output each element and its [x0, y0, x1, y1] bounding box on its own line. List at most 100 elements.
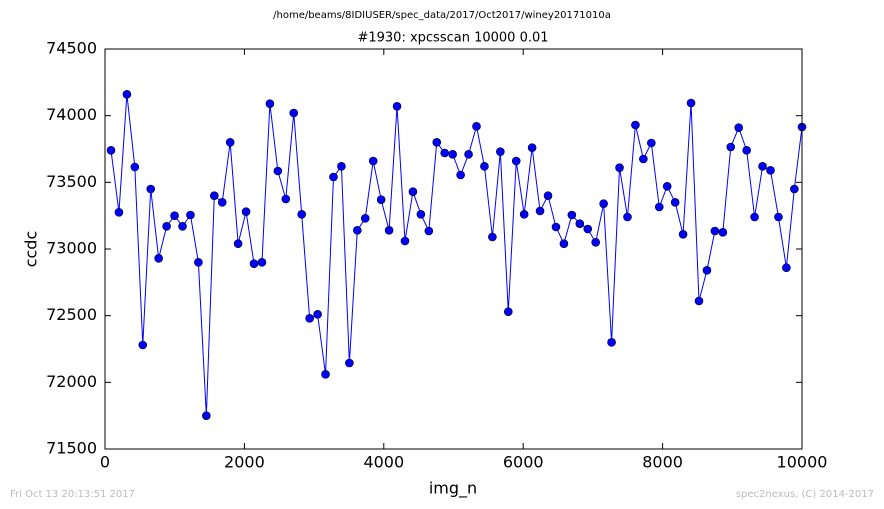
data-point [464, 150, 473, 159]
data-point [146, 184, 156, 194]
data-point [138, 340, 148, 350]
data-point [734, 123, 744, 132]
data-point [225, 138, 235, 147]
data-point [186, 210, 195, 220]
data-point [480, 162, 489, 171]
data-point [313, 310, 322, 319]
data-point [360, 214, 370, 223]
data-point [710, 226, 720, 236]
data-point [194, 258, 203, 267]
data-point [543, 191, 553, 200]
data-point [583, 224, 593, 234]
x-tick-label: 6000 [503, 453, 544, 472]
x-axis-label: img_n [429, 479, 477, 499]
chart-title: #1930: xpcsscan 10000 0.01 [357, 31, 548, 46]
data-point [321, 370, 330, 379]
data-point [289, 108, 299, 118]
data-point [607, 338, 616, 347]
data-point [686, 98, 696, 108]
data-point [631, 120, 640, 130]
data-point [694, 296, 704, 306]
x-tick-label: 4000 [363, 453, 404, 472]
data-point [376, 195, 386, 204]
data-point [456, 170, 465, 180]
data-point [591, 238, 600, 247]
data-point [122, 90, 132, 99]
data-point [416, 210, 426, 219]
data-point [774, 212, 783, 222]
data-point [297, 210, 306, 219]
data-point [519, 210, 529, 219]
data-point [424, 226, 434, 236]
data-point [575, 219, 585, 228]
data-point [678, 230, 688, 239]
y-tick-label: 71500 [46, 439, 97, 458]
data-point [440, 148, 450, 158]
data-point [662, 182, 672, 191]
footer-left: Fri Oct 13 20:13:51 2017 [10, 489, 135, 500]
data-point [384, 226, 394, 235]
data-point [265, 99, 275, 108]
y-tick-label: 72000 [46, 372, 97, 391]
data-point [496, 147, 505, 156]
data-point [273, 166, 283, 176]
data-point [392, 102, 402, 111]
data-point [178, 222, 187, 231]
data-point [726, 142, 736, 152]
y-tick-label: 73500 [46, 172, 97, 191]
footer-right: spec2nexus, (C) 2014-2017 [736, 489, 874, 500]
x-tick-label: 2000 [224, 453, 265, 472]
data-point [758, 162, 767, 171]
data-point [329, 172, 338, 182]
data-point [488, 232, 497, 242]
data-point [527, 143, 537, 152]
data-point [654, 202, 664, 212]
data-point [503, 307, 513, 316]
data-point [249, 259, 259, 268]
y-tick-label: 73000 [46, 239, 97, 258]
data-point [202, 411, 211, 420]
data-point [551, 222, 561, 232]
data-point [472, 122, 481, 131]
data-line [110, 94, 803, 416]
data-point [599, 199, 608, 208]
data-point [209, 191, 219, 200]
data-point [702, 266, 712, 275]
data-point [154, 254, 163, 263]
data-point [718, 228, 728, 237]
y-tick-label: 74000 [46, 105, 97, 124]
y-tick-label: 74500 [46, 39, 97, 58]
data-point [670, 198, 680, 207]
data-point [233, 239, 243, 248]
plot-frame [104, 48, 803, 450]
suptitle: /home/beams/8IDIUSER/spec_data/2017/Oct2… [273, 10, 611, 21]
data-point [217, 198, 227, 207]
data-point [114, 208, 124, 217]
y-axis-label: ccdc [22, 231, 41, 268]
x-tick-label: 8000 [642, 453, 683, 472]
x-tick-label: 10000 [777, 453, 828, 472]
y-tick-label: 72500 [46, 305, 97, 324]
data-point [432, 138, 442, 147]
data-point [353, 226, 362, 235]
data-point [345, 358, 354, 368]
x-tick-label: 0 [100, 453, 110, 472]
data-point [782, 263, 791, 272]
data-point [535, 206, 545, 216]
data-point [241, 207, 251, 216]
data-point [368, 156, 378, 166]
data-point [337, 162, 346, 171]
data-point [281, 194, 291, 204]
data-point [615, 163, 624, 172]
data-point [257, 258, 267, 267]
data-point [647, 138, 656, 148]
data-point [170, 211, 179, 220]
data-point [623, 212, 632, 222]
data-point [305, 314, 314, 323]
data-point [766, 166, 775, 175]
data-point [742, 146, 751, 155]
data-point [511, 156, 521, 166]
data-point [400, 236, 410, 246]
